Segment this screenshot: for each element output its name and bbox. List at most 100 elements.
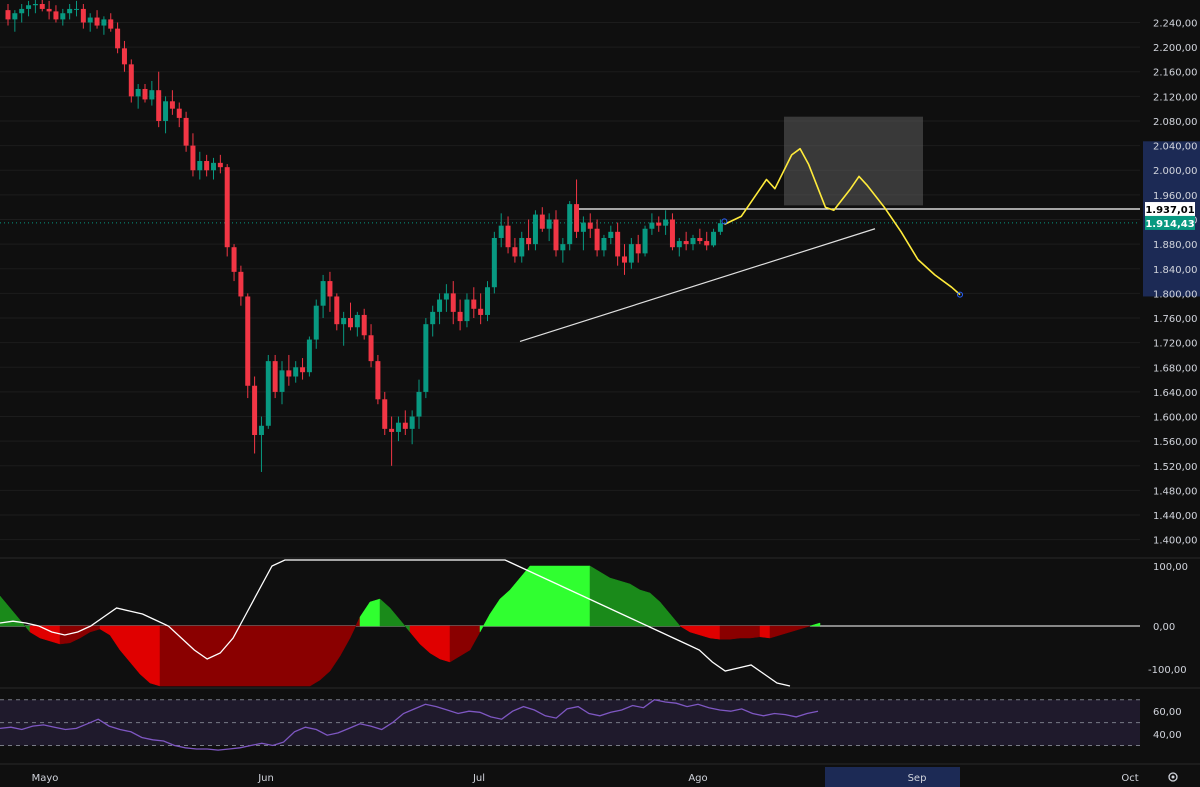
candle-body — [258, 425, 264, 436]
candle-body — [587, 222, 593, 229]
candle-body — [60, 13, 66, 20]
osc-histogram-segment — [539, 565, 551, 627]
price-tick-label: 1.520,00 — [1153, 462, 1198, 473]
osc-histogram-segment — [429, 625, 441, 660]
candle-body — [190, 145, 196, 171]
candle-body — [348, 318, 353, 328]
candle-body — [402, 422, 408, 429]
price-tick-label: 2.000,00 — [1153, 166, 1198, 177]
price-tick-label: 2.040,00 — [1153, 142, 1198, 153]
candle-body — [354, 314, 360, 328]
resistance-price-label: 1.937,01 — [1145, 205, 1194, 216]
candle-body — [375, 361, 381, 400]
candle-body — [669, 219, 675, 248]
candle-body — [532, 214, 538, 245]
time-axis-label: Jun — [257, 773, 274, 784]
candle-body — [485, 287, 490, 315]
candle-body — [272, 361, 278, 392]
osc-histogram-segment — [609, 577, 621, 627]
candle-body — [101, 19, 107, 26]
current-price-label: 1.914,43 — [1145, 219, 1194, 230]
candle-body — [526, 237, 532, 245]
candle-body — [690, 237, 696, 245]
time-range-highlight — [825, 767, 960, 787]
osc-histogram-segment — [239, 625, 251, 687]
price-tick-label: 1.880,00 — [1153, 240, 1198, 251]
osc-tick-label: 100,00 — [1153, 562, 1188, 573]
osc-histogram-segment — [759, 625, 771, 639]
osc-histogram-segment — [599, 571, 611, 627]
osc-histogram-segment — [709, 625, 721, 640]
osc-histogram-segment — [809, 622, 821, 627]
projection-path — [724, 147, 961, 296]
candle-body — [389, 428, 395, 432]
candle-body — [409, 416, 415, 429]
candle-body — [464, 299, 470, 322]
candle-body — [108, 19, 114, 29]
time-axis-label: Ago — [688, 773, 707, 784]
candle-body — [32, 4, 38, 6]
osc-histogram-segment — [569, 565, 581, 627]
osc-histogram-segment — [189, 625, 201, 687]
candle-body — [663, 219, 669, 226]
time-axis-label: Sep — [908, 773, 927, 784]
osc-histogram-segment — [179, 625, 191, 687]
osc-tick-label: 0,00 — [1153, 622, 1175, 633]
candle-body — [39, 4, 45, 9]
osc-histogram-segment — [139, 625, 151, 684]
osc-histogram-segment — [309, 625, 321, 687]
osc-histogram-segment — [49, 625, 61, 645]
candle-body — [306, 339, 312, 373]
projection-end-marker — [957, 291, 963, 298]
settings-gear-icon[interactable] — [1171, 775, 1175, 779]
candle-body — [478, 308, 484, 315]
candle-body — [183, 117, 189, 146]
candle-body — [5, 10, 11, 20]
candle-body — [320, 281, 326, 306]
candle-body — [300, 367, 306, 373]
candle-body — [74, 8, 79, 10]
candle-body — [443, 293, 449, 300]
osc-histogram-segment — [799, 625, 811, 630]
candle-body — [176, 108, 182, 118]
rsi-line — [0, 699, 819, 751]
price-tick-label: 1.600,00 — [1153, 413, 1198, 424]
candle-body — [252, 385, 258, 436]
candle-body — [512, 247, 518, 257]
candle-body — [361, 314, 367, 336]
candle-body — [704, 241, 710, 246]
osc-histogram-segment — [619, 580, 631, 627]
osc-histogram-segment — [149, 625, 161, 687]
candle-body — [615, 231, 621, 257]
settings-gear-icon[interactable] — [1168, 772, 1178, 782]
candle-body — [53, 11, 59, 20]
candle-body — [553, 219, 559, 251]
osc-histogram-segment — [559, 565, 571, 627]
candle-body — [395, 422, 401, 432]
osc-histogram-segment — [589, 565, 601, 627]
osc-histogram-segment — [299, 625, 311, 687]
price-tick-label: 2.120,00 — [1153, 92, 1198, 103]
candle-body — [293, 367, 299, 377]
candle-body — [87, 17, 93, 23]
candle-body — [142, 88, 148, 100]
candle-body — [416, 391, 422, 417]
candle-body — [341, 318, 347, 325]
candle-body — [265, 361, 271, 426]
candle-body — [26, 5, 32, 9]
price-tick-label: 1.560,00 — [1153, 437, 1198, 448]
candle-body — [149, 90, 155, 100]
candle-body — [224, 167, 230, 248]
osc-histogram-segment — [749, 625, 761, 639]
osc-histogram-segment — [259, 625, 271, 687]
time-axis-label: Jul — [472, 773, 485, 784]
osc-histogram-segment — [369, 598, 381, 627]
candle-body — [211, 162, 216, 171]
candle-body — [46, 8, 52, 12]
candle-body — [656, 222, 662, 226]
candle-body — [608, 231, 614, 238]
candle-body — [519, 237, 525, 257]
osc-histogram-segment — [439, 625, 451, 663]
